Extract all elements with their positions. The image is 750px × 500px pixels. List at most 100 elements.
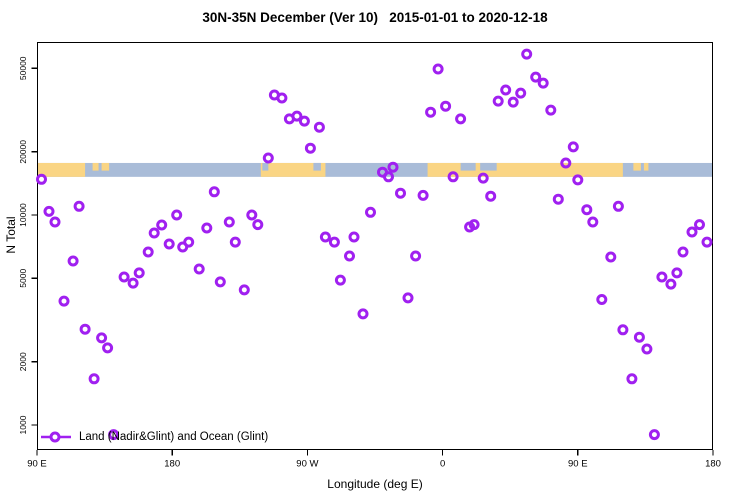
x-tick-label: 0 [440,459,445,470]
data-point [291,110,303,122]
land-segment [37,162,86,177]
chart-title: 30N-35N December (Ver 10) 2015-01-01 to … [202,10,548,25]
y-tick-label: 5000 [18,269,28,288]
data-point [383,171,394,183]
data-point [665,278,677,290]
data-point [67,255,79,267]
x-axis-title: Longitude (deg E) [327,477,423,491]
data-point [304,142,316,154]
sea-notch [313,162,321,171]
data-point [49,216,61,228]
data-point [677,246,689,258]
y-tick-label: 50000 [18,56,28,80]
data-point [686,226,698,238]
x-tick-label: 90 W [296,459,318,470]
data-point [201,222,213,234]
data-point [515,87,527,99]
data-point [530,71,542,83]
land-segment [427,162,623,177]
data-point [88,373,100,385]
data-point [208,186,220,198]
data-point [334,274,346,286]
data-point [521,48,533,60]
legend-marker-icon [41,431,71,442]
data-point [229,236,241,248]
data-point [447,171,459,183]
data-point [357,308,369,320]
data-point [344,250,355,262]
data-point [545,104,557,116]
sea-notch [480,162,497,171]
y-tick-label: 1000 [18,415,28,434]
data-point [402,292,414,304]
data-point [596,294,608,305]
data-point [96,332,108,344]
y-tick-label: 20000 [18,140,28,164]
data-point [417,189,429,201]
data-point [617,324,629,336]
data-point [656,271,668,283]
data-point [171,209,183,221]
data-point [694,219,705,231]
y-axis-ticks: 1000 2000 5000 10000 20000 50000 [18,56,37,434]
data-point [612,200,624,212]
data-point [507,96,519,108]
data-point [648,429,660,441]
data-point [455,113,467,125]
data-point [626,373,638,385]
data-point [560,157,572,169]
legend: Land (Nadir&Glint) and Ocean (Glint) [40,429,268,444]
data-point [348,231,360,243]
data-point [485,190,497,202]
data-point [108,429,120,441]
y-tick-label: 2000 [18,352,28,371]
island-fleck [633,162,641,171]
data-point [193,263,205,275]
island-fleck [643,162,649,171]
data-point [163,238,175,250]
data-point [298,115,310,127]
data-point [142,246,154,258]
data-point [43,205,55,217]
data-point [319,231,331,243]
data-point [328,236,340,248]
data-point [641,343,653,355]
data-point [156,219,168,231]
data-point [395,187,406,199]
data-point [440,100,452,112]
plot-border [36,41,714,451]
data-point [148,227,160,239]
data-point [223,216,235,228]
data-point [262,152,274,164]
data-point [127,277,139,289]
data-point [102,342,114,354]
data-point [552,193,564,205]
data-point [605,251,617,263]
data-point [313,121,325,133]
data-point [537,77,549,89]
map-strip [37,162,713,177]
x-tick-label: 180 [705,459,721,470]
data-point [276,92,288,104]
land-segment [260,162,326,177]
data-point [477,172,489,184]
data-point [79,323,91,335]
island-fleck [92,162,99,171]
data-point [133,267,145,279]
island-fleck [101,162,110,171]
data-point [572,174,584,186]
x-axis-ticks: 90 E 180 90 W 0 90 E 180 [27,450,721,470]
legend-label: Land (Nadir&Glint) and Ocean (Glint) [79,430,269,443]
data-point [587,216,599,228]
data-point [238,284,250,296]
data-point [58,295,70,307]
data-point [425,106,437,118]
data-point [567,141,579,153]
data-point [633,331,645,343]
data-point [468,219,480,231]
data-point [36,173,47,185]
data-point [581,204,593,216]
data-point [387,161,399,173]
data-point [432,63,444,75]
